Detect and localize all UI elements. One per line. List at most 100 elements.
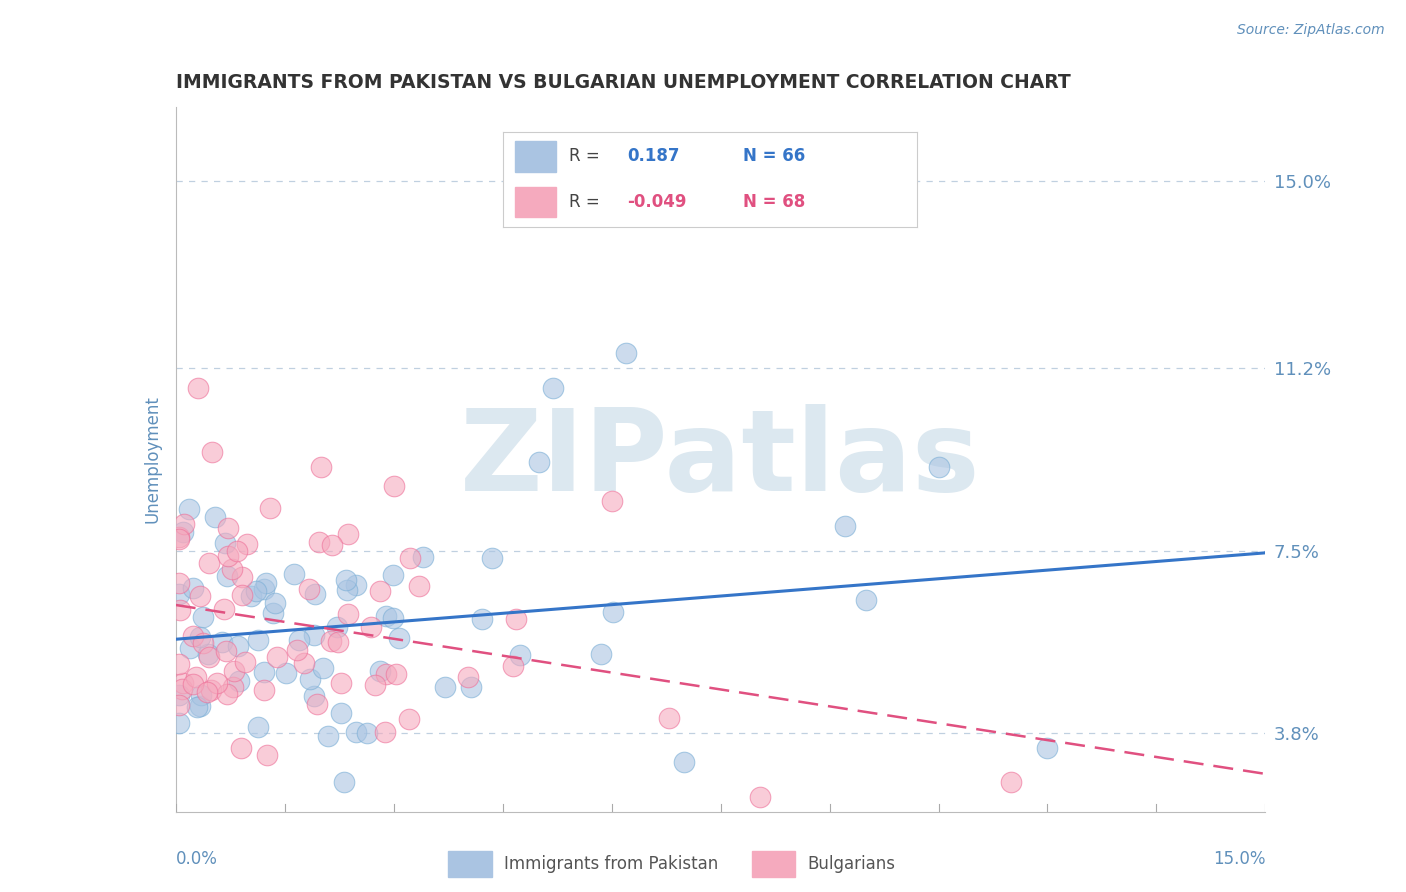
Point <box>328 634 350 648</box>
Point <box>398 550 420 565</box>
Point <box>471 612 494 626</box>
FancyBboxPatch shape <box>752 851 794 878</box>
Point <box>333 775 356 789</box>
Point <box>381 568 404 582</box>
Point <box>305 697 328 711</box>
Point <box>319 634 342 648</box>
Point <box>183 677 205 691</box>
Point <box>169 586 191 600</box>
Point <box>302 689 325 703</box>
Point <box>505 612 527 626</box>
Point <box>179 641 201 656</box>
Point <box>217 549 239 564</box>
Point <box>283 566 305 581</box>
Point <box>217 568 239 582</box>
Point <box>658 711 681 725</box>
Text: 15.0%: 15.0% <box>1213 850 1265 869</box>
Point <box>181 629 204 643</box>
FancyBboxPatch shape <box>449 851 492 878</box>
Point <box>256 575 278 590</box>
Point <box>356 725 378 739</box>
Point <box>247 632 270 647</box>
Point <box>292 656 315 670</box>
Point <box>186 381 209 395</box>
Point <box>253 665 276 680</box>
Point <box>509 648 531 662</box>
Point <box>304 587 326 601</box>
Point <box>231 570 253 584</box>
Point <box>200 682 222 697</box>
Point <box>1000 775 1022 789</box>
Point <box>184 670 207 684</box>
Point <box>188 698 211 713</box>
Point <box>173 517 195 532</box>
Point <box>316 729 339 743</box>
Point <box>169 715 191 730</box>
Point <box>321 538 343 552</box>
Point <box>266 649 288 664</box>
Point <box>326 620 349 634</box>
Point <box>589 647 612 661</box>
Point <box>481 551 503 566</box>
Point <box>172 524 194 539</box>
Point <box>374 725 396 739</box>
Text: ZIPatlas: ZIPatlas <box>460 404 981 515</box>
Point <box>211 635 233 649</box>
Point <box>169 688 191 702</box>
Point <box>368 584 391 599</box>
Point <box>186 699 208 714</box>
Point <box>214 536 236 550</box>
Point <box>259 500 281 515</box>
Text: Immigrants from Pakistan: Immigrants from Pakistan <box>503 855 718 873</box>
Point <box>382 479 405 493</box>
Point <box>527 455 550 469</box>
Text: Source: ZipAtlas.com: Source: ZipAtlas.com <box>1237 23 1385 37</box>
Point <box>201 445 224 459</box>
Point <box>370 664 392 678</box>
Point <box>190 688 212 702</box>
Point <box>330 706 353 720</box>
Point <box>256 747 278 762</box>
Point <box>375 609 398 624</box>
Point <box>285 643 308 657</box>
Point <box>337 527 360 541</box>
Point <box>398 712 420 726</box>
Point <box>502 659 524 673</box>
Point <box>360 620 382 634</box>
Point <box>344 577 367 591</box>
Point <box>222 664 245 678</box>
Point <box>169 532 191 546</box>
Point <box>433 680 456 694</box>
Point <box>374 666 396 681</box>
Text: Bulgarians: Bulgarians <box>807 855 896 873</box>
Point <box>614 346 637 360</box>
Point <box>183 581 205 595</box>
Point <box>336 582 359 597</box>
Point <box>212 602 235 616</box>
Point <box>231 740 253 755</box>
Point <box>329 675 352 690</box>
Point <box>240 589 263 603</box>
Point <box>1036 740 1059 755</box>
Point <box>928 459 950 474</box>
Point <box>337 607 360 622</box>
Point <box>602 605 624 619</box>
Point <box>217 521 239 535</box>
Point <box>221 562 243 576</box>
Point <box>226 544 249 558</box>
Point <box>298 582 321 596</box>
Point <box>312 661 335 675</box>
Point <box>236 537 259 551</box>
Point <box>169 530 191 544</box>
Text: IMMIGRANTS FROM PAKISTAN VS BULGARIAN UNEMPLOYMENT CORRELATION CHART: IMMIGRANTS FROM PAKISTAN VS BULGARIAN UN… <box>176 72 1070 92</box>
Point <box>169 602 191 616</box>
Point <box>363 677 385 691</box>
Point <box>299 672 322 686</box>
Point <box>264 596 287 610</box>
Point <box>346 725 368 739</box>
Point <box>215 687 238 701</box>
Point <box>245 584 267 599</box>
Point <box>385 667 408 681</box>
Point <box>193 636 215 650</box>
Point <box>749 789 772 804</box>
